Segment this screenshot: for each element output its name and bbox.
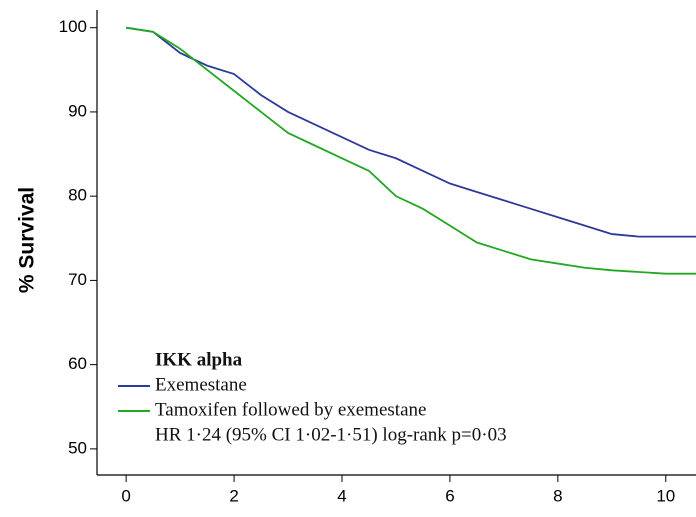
annotation: HR 1·24 (95% CI 1·02-1·51) log-rank p=0·… xyxy=(155,424,507,445)
legend-label: Exemestane xyxy=(155,374,247,395)
x-tick-label: 2 xyxy=(229,486,238,505)
y-tick-label: 90 xyxy=(68,101,87,120)
survival-line xyxy=(126,26,696,238)
y-tick-label: 60 xyxy=(68,354,87,373)
y-tick-label: 70 xyxy=(68,270,87,289)
x-tick-label: 4 xyxy=(337,486,346,505)
y-tick-label: 50 xyxy=(68,438,87,457)
y-axis-label: % Survival xyxy=(16,187,39,293)
x-tick-label: 8 xyxy=(553,486,562,505)
legend-label: Tamoxifen followed by exemestane xyxy=(155,399,426,420)
x-tick-label: 6 xyxy=(445,486,454,505)
legend-title: IKK alpha xyxy=(155,349,243,370)
y-tick-label: 100 xyxy=(59,17,87,36)
x-tick-label: 0 xyxy=(121,486,130,505)
y-tick-label: 80 xyxy=(68,186,87,205)
x-tick-label: 10 xyxy=(656,486,675,505)
survival-line xyxy=(126,26,696,275)
